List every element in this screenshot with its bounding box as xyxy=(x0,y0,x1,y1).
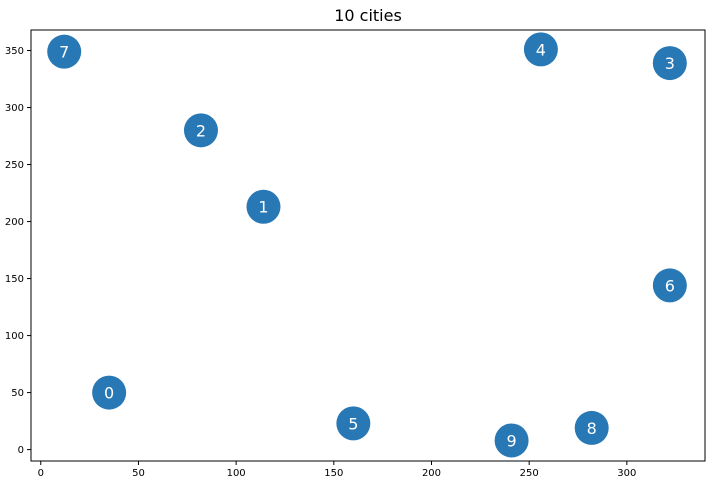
x-tick-label: 0 xyxy=(38,468,44,479)
city-point-6: 6 xyxy=(652,268,687,303)
y-tick-label: 100 xyxy=(5,331,24,342)
y-tick-label: 150 xyxy=(5,274,24,285)
city-point-8: 8 xyxy=(574,410,609,445)
y-tick-label: 300 xyxy=(5,103,24,114)
city-marker xyxy=(47,34,82,69)
city-label: 3 xyxy=(665,54,675,73)
city-point-3: 3 xyxy=(652,46,687,81)
x-tick-label: 50 xyxy=(132,468,145,479)
city-point-4: 4 xyxy=(523,32,558,67)
city-point-0: 0 xyxy=(92,375,127,410)
plot-frame xyxy=(30,29,706,462)
city-marker xyxy=(652,268,687,303)
x-tick-label: 150 xyxy=(324,468,343,479)
y-axis-ticks: 0 50 100 150 200 250 300 350 xyxy=(5,46,31,456)
x-tick-label: 250 xyxy=(520,468,539,479)
x-tick-label: 200 xyxy=(422,468,441,479)
chart-title: 10 cities xyxy=(334,6,402,25)
city-marker xyxy=(246,189,281,224)
y-tick-label: 0 xyxy=(18,445,24,456)
city-label: 6 xyxy=(665,276,675,295)
city-marker xyxy=(92,375,127,410)
city-point-2: 2 xyxy=(183,113,218,148)
city-points: 0 1 2 3 4 5 6 7 8 9 xyxy=(47,32,687,458)
y-tick-label: 200 xyxy=(5,217,24,228)
city-label: 2 xyxy=(196,121,206,140)
x-tick-label: 100 xyxy=(227,468,246,479)
city-label: 4 xyxy=(536,40,546,59)
city-point-1: 1 xyxy=(246,189,281,224)
city-marker xyxy=(336,406,371,441)
city-marker xyxy=(523,32,558,67)
city-marker xyxy=(494,423,529,458)
y-tick-label: 250 xyxy=(5,160,24,171)
city-point-9: 9 xyxy=(494,423,529,458)
city-marker xyxy=(652,46,687,81)
city-marker xyxy=(574,410,609,445)
y-tick-label: 350 xyxy=(5,46,24,57)
city-point-7: 7 xyxy=(47,34,82,69)
city-label: 8 xyxy=(587,419,597,438)
city-point-5: 5 xyxy=(336,406,371,441)
x-tick-label: 300 xyxy=(617,468,636,479)
city-label: 7 xyxy=(59,43,69,62)
city-marker xyxy=(183,113,218,148)
city-label: 9 xyxy=(506,431,516,450)
y-tick-label: 50 xyxy=(11,388,24,399)
x-axis-ticks: 0 50 100 150 200 250 300 xyxy=(38,461,636,479)
city-label: 0 xyxy=(104,384,114,403)
city-label: 1 xyxy=(258,198,268,217)
city-label: 5 xyxy=(348,414,358,433)
